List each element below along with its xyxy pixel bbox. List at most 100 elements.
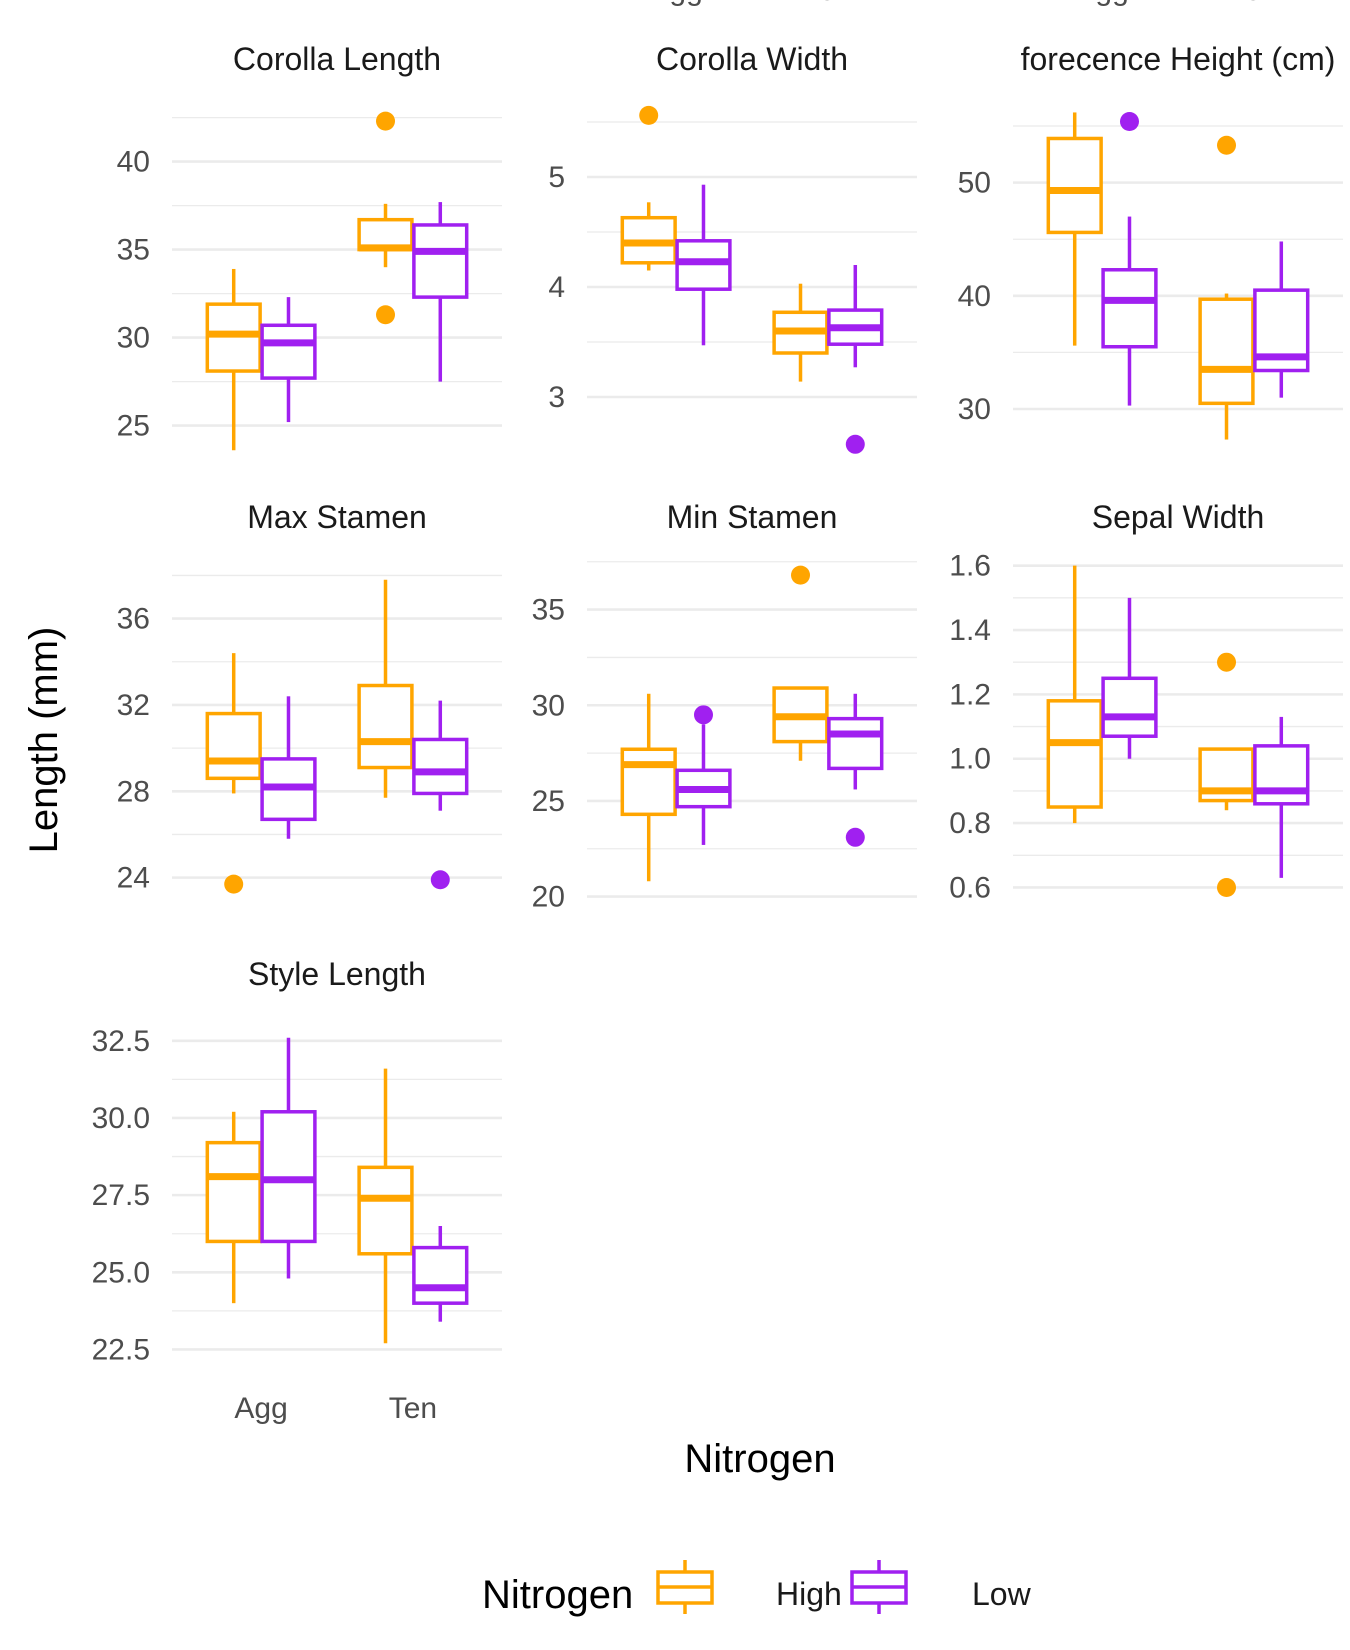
box-ten-low [412,1226,469,1322]
box-agg-high [1046,112,1103,346]
box-iqr [205,302,262,373]
box-agg-high [205,653,262,894]
y-axis-title: Length (mm) [22,627,66,854]
facet-panel: 30 40 50 forecence Height (cm) Agg Ten [958,0,1343,440]
box-agg-low [1101,112,1158,406]
facet-title: Corolla Width [656,41,848,77]
y-tick-label: 32 [117,689,150,722]
box-iqr [412,737,469,796]
box-ten-high [1198,135,1255,440]
legend-key-high [656,1560,714,1614]
box-ten-low [1253,716,1310,878]
box-ten-low [412,202,469,382]
box-agg-low [260,696,317,839]
box-iqr [412,223,469,299]
facet-panel: 25 30 35 40 Corolla Length [117,41,502,451]
x-tick-label: Ten [389,1392,437,1425]
y-tick-label: 1.6 [949,550,991,583]
y-tick-label: 30.0 [92,1102,150,1135]
y-tick-label: 28 [117,775,150,808]
box-ten-low [827,693,884,847]
x-tick-label: Ten [804,0,852,7]
box-ten-high [772,283,829,382]
box-iqr [1198,297,1255,406]
outlier-point [376,305,396,325]
box-iqr [205,1140,262,1244]
box-ten-high [357,1068,414,1344]
outlier-point [845,434,865,454]
box-agg-high [1046,565,1103,824]
facet-panel: 0.6 0.8 1.0 1.2 1.4 1.6 Sepal Width [949,499,1343,904]
box-agg-high [620,693,677,882]
box-ten-high [772,565,829,761]
box-agg-low [675,705,732,845]
facet-title: Max Stamen [247,499,427,535]
outlier-point [224,874,244,894]
facet-panel: 20 25 30 35 Min Stamen [532,499,917,914]
box-agg-high [620,105,677,271]
legend: Nitrogen High Low [482,1560,1032,1617]
x-tick-label: Agg [1075,0,1128,7]
box-agg-low [260,297,317,423]
outlier-point [1217,652,1237,672]
box-ten-low [827,265,884,454]
facet-panel: 22.5 25.0 27.5 30.0 32.5 Style Length Agg Ten [92,956,502,1425]
facet-title: Style Length [248,956,426,992]
box-agg-low [260,1037,317,1279]
y-tick-label: 40 [117,146,150,179]
y-tick-label: 0.6 [949,871,991,904]
box-iqr [1046,699,1103,809]
box-agg-low [675,184,732,346]
y-tick-label: 22.5 [92,1333,150,1366]
facet-title: Corolla Length [233,41,441,77]
legend-label-low: Low [972,1576,1032,1612]
y-tick-label: 25 [532,785,565,818]
facet-title: forecence Height (cm) [1021,41,1336,77]
y-tick-label: 30 [117,322,150,355]
y-tick-label: 25 [117,410,150,443]
x-axis-title: Nitrogen [684,1437,835,1481]
box-iqr [260,323,317,380]
box-iqr [1046,136,1103,235]
y-tick-label: 1.4 [949,614,991,647]
y-tick-label: 35 [117,234,150,267]
x-tick-label: Agg [234,1392,287,1425]
facet-title: Sepal Width [1092,499,1265,535]
y-tick-label: 0.8 [949,807,991,840]
outlier-point [376,111,396,131]
legend-key-low [850,1560,908,1614]
box-iqr [357,683,414,770]
y-tick-label: 3 [548,381,565,414]
outlier-point [430,870,450,890]
legend-label-high: High [776,1576,842,1612]
y-tick-label: 30 [958,393,991,426]
y-tick-label: 24 [117,862,150,895]
y-tick-label: 50 [958,167,991,200]
y-tick-label: 30 [532,689,565,722]
y-tick-label: 36 [117,603,150,636]
box-iqr [620,747,677,817]
box-ten-high [1198,652,1255,897]
x-tick-label: Agg [649,0,702,7]
box-agg-low [1101,597,1158,759]
outlier-point [845,827,865,847]
box-iqr [412,1245,469,1305]
y-tick-label: 32.5 [92,1025,150,1058]
box-ten-high [357,111,414,325]
facet-panel: 24 28 32 36 Max Stamen [117,499,502,895]
facet-panel: 3 4 5 Corolla Width Agg Ten [548,0,917,454]
box-iqr [357,1165,414,1256]
box-ten-low [1253,241,1310,398]
box-agg-high [205,1111,262,1304]
y-tick-label: 25.0 [92,1256,150,1289]
y-tick-label: 20 [532,881,565,914]
x-tick-label: Ten [1230,0,1278,7]
outlier-point [693,705,713,725]
legend-keys [656,1560,908,1614]
y-tick-label: 5 [548,161,565,194]
box-iqr [827,716,884,771]
y-tick-label: 35 [532,594,565,627]
outlier-point [1119,112,1139,132]
box-iqr [1253,744,1310,806]
